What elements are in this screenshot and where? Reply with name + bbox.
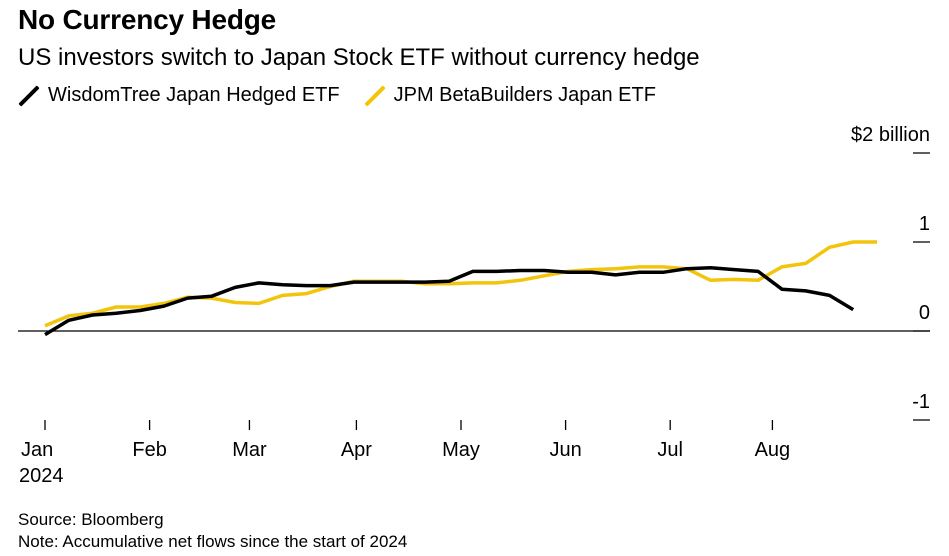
chart-title: No Currency Hedge [18,4,276,35]
legend-label-jpm: JPM BetaBuilders Japan ETF [393,84,656,106]
series-line-jpm [44,240,877,328]
y-tick-label: $2 billion [851,124,930,146]
x-tick-label: May [442,439,480,461]
footnote: Note: Accumulative net flows since the s… [18,532,408,551]
x-tick-label: Mar [232,439,267,461]
y-tick-label: 0 [919,302,930,324]
x-tick-label: Jun [549,439,581,461]
x-tick-label: Feb [132,439,166,461]
chart-subtitle: US investors switch to Japan Stock ETF w… [18,44,700,71]
legend-item-wisdomtree: WisdomTree Japan Hedged ETF [18,84,340,107]
x-tick-label: Jul [657,439,683,461]
legend-swatch-yellow [364,85,386,107]
x-tick-label: Apr [341,439,372,461]
source-note: Source: Bloomberg [18,510,164,529]
legend: WisdomTree Japan Hedged ETF JPM BetaBuil… [18,84,680,107]
y-tick-label: -1 [912,391,930,413]
x-axis: Jan 2024 Feb Mar Apr May Jun Jul Aug [19,420,790,487]
legend-item-jpm: JPM BetaBuilders Japan ETF [364,84,656,107]
series-line-wisdomtree [44,266,855,337]
x-tick-year-label: 2024 [19,465,64,487]
x-tick-label: Aug [755,439,791,461]
legend-swatch-black [18,85,40,107]
series-layer [44,240,877,337]
y-axis: $2 billion 1 0 -1 [18,124,930,421]
legend-label-wisdomtree: WisdomTree Japan Hedged ETF [48,84,340,106]
x-tick-label: Jan [21,439,53,461]
y-tick-label: 1 [919,213,930,235]
line-chart: $2 billion 1 0 -1 Jan 2024 Feb Mar Apr May Jun Jul… [18,124,930,487]
